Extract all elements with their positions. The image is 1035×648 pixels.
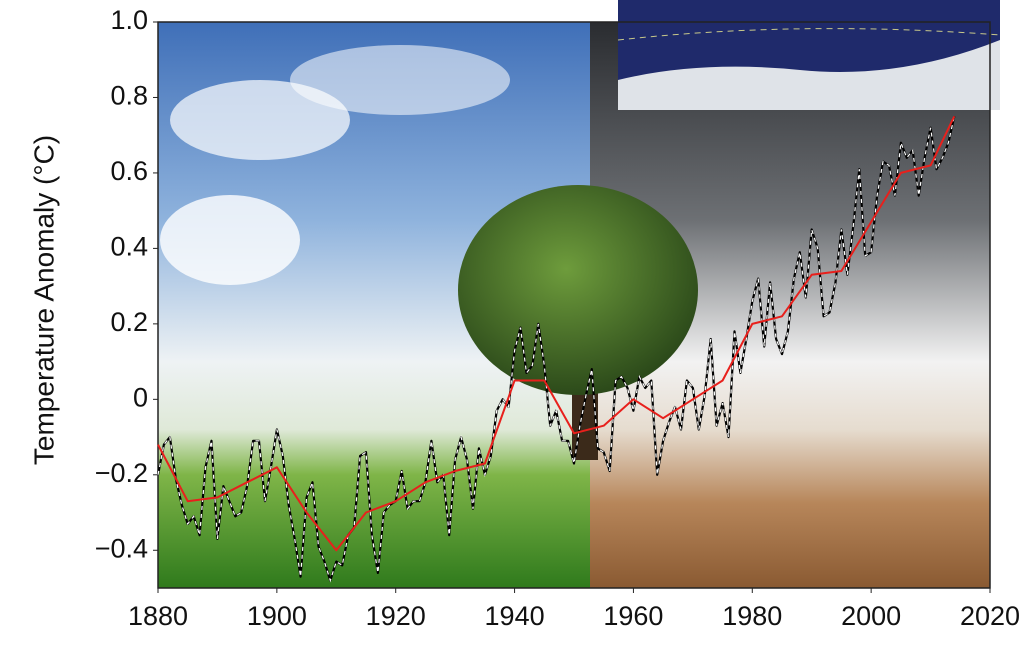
y-tick-label: 0.4 <box>110 232 148 262</box>
y-axis-title: Temperature Anomaly (°C) <box>28 135 59 465</box>
y-tick-label: 1.0 <box>110 5 148 35</box>
series-line-dash <box>157 116 955 583</box>
x-tick-label: 1900 <box>247 601 307 631</box>
x-tick-label: 2000 <box>841 601 901 631</box>
y-tick-label: 0.2 <box>110 307 148 337</box>
x-tick-label: 1980 <box>722 601 782 631</box>
y-tick-label: 0.8 <box>110 81 148 111</box>
x-tick-label: 1960 <box>603 601 663 631</box>
y-tick-label: 0 <box>133 382 148 412</box>
y-tick-label: −0.2 <box>95 458 148 488</box>
x-tick-label: 2020 <box>960 601 1020 631</box>
y-tick-label: −0.4 <box>95 533 148 563</box>
series-line <box>157 115 956 552</box>
y-tick-label: 0.6 <box>110 156 148 186</box>
inset-image <box>617 0 1001 110</box>
x-tick-label: 1920 <box>366 601 426 631</box>
plot-frame <box>157 21 991 589</box>
x-tick-label: 1940 <box>485 601 545 631</box>
x-tick-label: 1880 <box>128 601 188 631</box>
